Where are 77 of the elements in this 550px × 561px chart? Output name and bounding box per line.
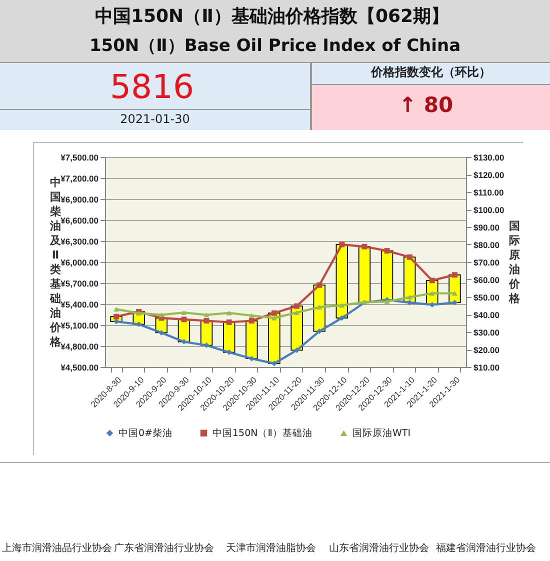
point	[294, 303, 300, 309]
y-tick-label: ¥7,500.00	[60, 152, 99, 162]
y2-tick-label: $60.00	[474, 275, 500, 285]
y2-axis-title: 国际原油价格	[508, 219, 521, 305]
y-tick-label: ¥5,100.00	[60, 320, 99, 330]
point	[406, 294, 412, 300]
y-tick-label: ¥6,600.00	[60, 216, 99, 226]
text: 广东省润滑油行业协会	[114, 542, 214, 555]
point	[248, 356, 254, 362]
point	[181, 310, 187, 315]
point	[406, 254, 412, 260]
y-tick-label: ¥5,400.00	[60, 300, 99, 310]
point	[158, 330, 164, 336]
y2-tick-label: $50.00	[474, 292, 500, 302]
point	[181, 339, 187, 345]
text: 2021-01-30	[120, 112, 190, 126]
y-tick-label: ¥4,800.00	[60, 342, 99, 352]
point	[248, 313, 254, 318]
point	[294, 347, 300, 353]
text: 上海市润滑油品行业协会	[2, 542, 112, 555]
text: 山东省润滑油行业协会	[329, 542, 429, 555]
text: 5816	[110, 67, 194, 106]
point	[226, 310, 232, 316]
bar	[380, 250, 394, 300]
text: 价格指数变化（环比）	[371, 65, 491, 80]
y-tick-label: ¥7,200.00	[60, 174, 99, 184]
point	[362, 244, 368, 250]
point	[158, 312, 164, 318]
point	[181, 316, 187, 322]
y-tick-label: ¥6,900.00	[60, 194, 99, 204]
point	[339, 242, 345, 248]
point	[384, 248, 390, 254]
text: 中国柴油及Ⅱ类基础油价格	[50, 176, 61, 348]
y2-tick-label: $100.00	[474, 205, 504, 215]
point	[114, 306, 120, 312]
bar	[358, 246, 371, 304]
point	[316, 328, 322, 334]
point	[204, 312, 210, 318]
point	[339, 315, 345, 321]
point	[316, 304, 322, 310]
text: 福建省润滑油行业协会	[436, 542, 536, 555]
point	[294, 310, 300, 315]
text: 天津市润滑油脂协会	[226, 542, 316, 555]
legend-label: 国际原油WTI	[352, 427, 410, 440]
point	[271, 310, 277, 316]
legend-label: 中国0#柴油	[118, 427, 173, 440]
y-tick-label: ¥6,000.00	[60, 258, 99, 268]
point	[226, 319, 232, 325]
y2-tick-label: $30.00	[474, 328, 500, 338]
y-tick-label: ¥6,300.00	[60, 236, 99, 246]
text: 中国150N（Ⅱ）基础油价格指数【062期】	[94, 6, 450, 27]
legend-label: 中国150N（Ⅱ）基础油	[212, 427, 312, 440]
point	[248, 318, 254, 324]
y2-tick-label: $110.00	[474, 188, 504, 198]
text: ↑ 80	[398, 93, 454, 118]
point	[429, 278, 435, 284]
point	[271, 316, 277, 320]
bar	[336, 244, 348, 318]
y2-tick-label: $130.00	[474, 152, 504, 162]
point	[204, 318, 210, 324]
y2-tick-label: $120.00	[474, 170, 504, 180]
y2-tick-label: $20.00	[474, 345, 500, 355]
y2-tick-label: $90.00	[474, 222, 500, 232]
point	[114, 314, 120, 320]
y-tick-label: ¥4,500.00	[60, 362, 99, 372]
y2-tick-label: $40.00	[474, 310, 500, 320]
y2-tick-label: $70.00	[474, 258, 500, 268]
point	[316, 282, 322, 288]
y-tick-label: ¥5,700.00	[60, 278, 99, 288]
point	[429, 290, 435, 296]
point	[452, 272, 458, 278]
y2-tick-label: $10.00	[474, 362, 500, 372]
text: 150N（Ⅱ）Base Oil Price Index of China	[89, 36, 461, 56]
point	[452, 290, 458, 296]
point	[226, 350, 232, 356]
y2-tick-label: $80.00	[474, 240, 500, 250]
point	[339, 302, 345, 308]
